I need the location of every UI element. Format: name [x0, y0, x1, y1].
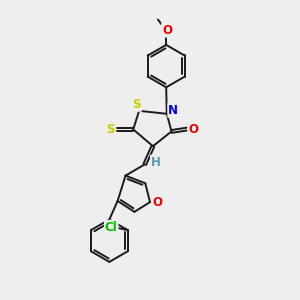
Text: O: O [162, 24, 172, 37]
Text: Cl: Cl [105, 220, 118, 234]
Text: H: H [151, 156, 161, 169]
Text: O: O [152, 196, 162, 208]
Text: N: N [168, 104, 178, 117]
Text: S: S [106, 123, 115, 136]
Text: S: S [133, 98, 141, 111]
Text: O: O [188, 123, 198, 136]
